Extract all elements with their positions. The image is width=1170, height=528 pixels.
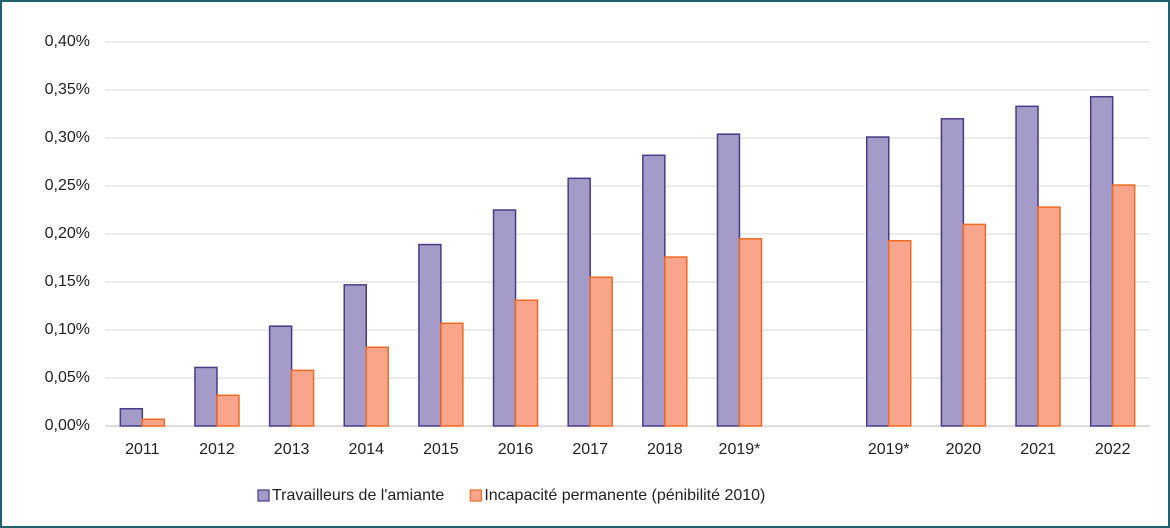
x-tick-label: 2014 xyxy=(348,441,384,458)
bar xyxy=(119,407,144,427)
bar xyxy=(642,154,666,427)
bar xyxy=(268,325,293,427)
legend-swatch xyxy=(469,489,482,502)
x-tick-label: 2020 xyxy=(946,441,982,458)
bar xyxy=(1089,95,1114,427)
x-tick-label: 2015 xyxy=(423,441,459,458)
x-tick-label: 2016 xyxy=(498,441,534,458)
bar xyxy=(216,394,240,427)
x-tick-label: 2019* xyxy=(719,441,761,458)
bar xyxy=(418,243,442,427)
bar xyxy=(738,238,763,427)
y-tick-label: 0,35% xyxy=(45,81,90,98)
bar xyxy=(290,369,315,427)
bar xyxy=(1037,206,1061,427)
bar xyxy=(1111,184,1136,427)
x-tick-label: 2013 xyxy=(274,441,310,458)
bar xyxy=(440,322,464,427)
x-tick-label: 2021 xyxy=(1020,441,1056,458)
bar xyxy=(664,256,688,427)
y-tick-label: 0,15% xyxy=(45,273,90,290)
bar xyxy=(365,346,389,427)
legend-label: Travailleurs de l'amiante xyxy=(272,487,444,504)
x-tick-label: 2017 xyxy=(572,441,608,458)
x-tick-label: 2019* xyxy=(868,441,910,458)
y-tick-label: 0,10% xyxy=(45,321,90,338)
bar xyxy=(888,239,912,427)
x-tick-label: 2012 xyxy=(199,441,235,458)
y-tick-label: 0,20% xyxy=(45,225,90,242)
y-tick-label: 0,00% xyxy=(45,417,90,434)
bar xyxy=(1015,105,1039,427)
bar xyxy=(514,299,539,427)
bar xyxy=(716,133,741,427)
y-tick-label: 0,30% xyxy=(45,129,90,146)
bar xyxy=(141,418,166,427)
x-tick-label: 2018 xyxy=(647,441,683,458)
bar xyxy=(962,223,987,427)
y-tick-label: 0,40% xyxy=(45,33,90,50)
bar xyxy=(866,136,890,427)
bar xyxy=(194,366,218,427)
legend-swatch xyxy=(257,489,270,502)
y-tick-label: 0,25% xyxy=(45,177,90,194)
y-tick-label: 0,05% xyxy=(45,369,90,386)
legend-label: Incapacité permanente (pénibilité 2010) xyxy=(484,487,765,504)
bar xyxy=(567,177,591,427)
bar xyxy=(589,276,613,427)
bar xyxy=(343,284,367,427)
x-tick-label: 2022 xyxy=(1095,441,1131,458)
x-tick-label: 2011 xyxy=(125,441,160,458)
bar xyxy=(492,209,517,427)
bar xyxy=(940,118,965,427)
